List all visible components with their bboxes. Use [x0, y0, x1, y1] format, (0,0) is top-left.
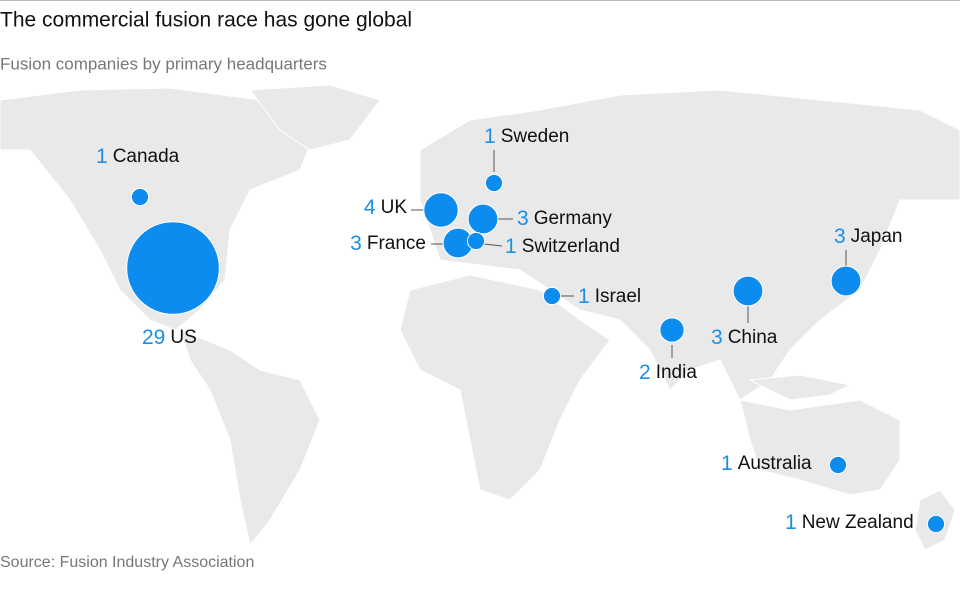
bubble: [830, 265, 862, 297]
location-name: Canada: [113, 146, 180, 167]
leader-line: [483, 243, 503, 247]
location-count: 4: [364, 196, 376, 219]
location-name: Australia: [738, 453, 812, 474]
location-name: Japan: [851, 226, 903, 247]
bubble: [467, 203, 499, 235]
location-label: 3 China: [711, 326, 778, 349]
location-count: 1: [578, 285, 590, 308]
bubble: [423, 192, 459, 228]
location-label: 29 US: [142, 326, 197, 349]
location-label: 3 Japan: [834, 225, 902, 248]
location-name: India: [656, 362, 698, 383]
location-count: 1: [721, 452, 733, 475]
location-label: 3 France: [350, 232, 426, 255]
location-count: 1: [505, 235, 517, 258]
location-name: Germany: [534, 208, 613, 229]
location-label: 1 Australia: [721, 452, 812, 475]
subtitle: Fusion companies by primary headquarters: [0, 54, 327, 73]
location-label: 1 New Zealand: [785, 511, 914, 534]
bubble: [484, 173, 504, 193]
bubble: [466, 231, 486, 251]
location-label: 4 UK: [364, 196, 407, 219]
location-count: 1: [96, 145, 108, 168]
location-count: 3: [517, 207, 529, 230]
location-name: Israel: [595, 286, 641, 307]
location-count: 3: [711, 326, 723, 349]
location-name: France: [367, 233, 426, 254]
location-count: 1: [484, 125, 496, 148]
bubble: [542, 286, 562, 306]
location-label: 1 Switzerland: [505, 235, 620, 258]
location-label: 2 India: [639, 361, 697, 384]
location-count: 1: [785, 511, 797, 534]
bubble: [130, 187, 150, 207]
location-name: China: [728, 327, 778, 348]
location-label: 1 Sweden: [484, 125, 569, 148]
bubble: [828, 455, 848, 475]
bubble: [926, 514, 946, 534]
location-count: 2: [639, 361, 651, 384]
location-name: Switzerland: [522, 236, 620, 257]
location-count: 3: [350, 232, 362, 255]
location-name: Sweden: [501, 126, 570, 147]
land: [0, 84, 960, 551]
bubble: [126, 221, 220, 315]
chart-title: The commercial fusion race has gone glob…: [0, 9, 412, 32]
location-label: 1 Canada: [96, 145, 180, 168]
location-label: 3 Germany: [517, 207, 612, 230]
location-count: 29: [142, 326, 165, 349]
location-name: UK: [381, 197, 408, 218]
source: Source: Fusion Industry Association: [0, 554, 254, 571]
bubble: [659, 317, 685, 343]
location-count: 3: [834, 225, 846, 248]
location-label: 1 Israel: [578, 285, 641, 308]
location-name: New Zealand: [802, 512, 914, 533]
location-name: US: [170, 327, 196, 348]
bubble: [732, 275, 764, 307]
